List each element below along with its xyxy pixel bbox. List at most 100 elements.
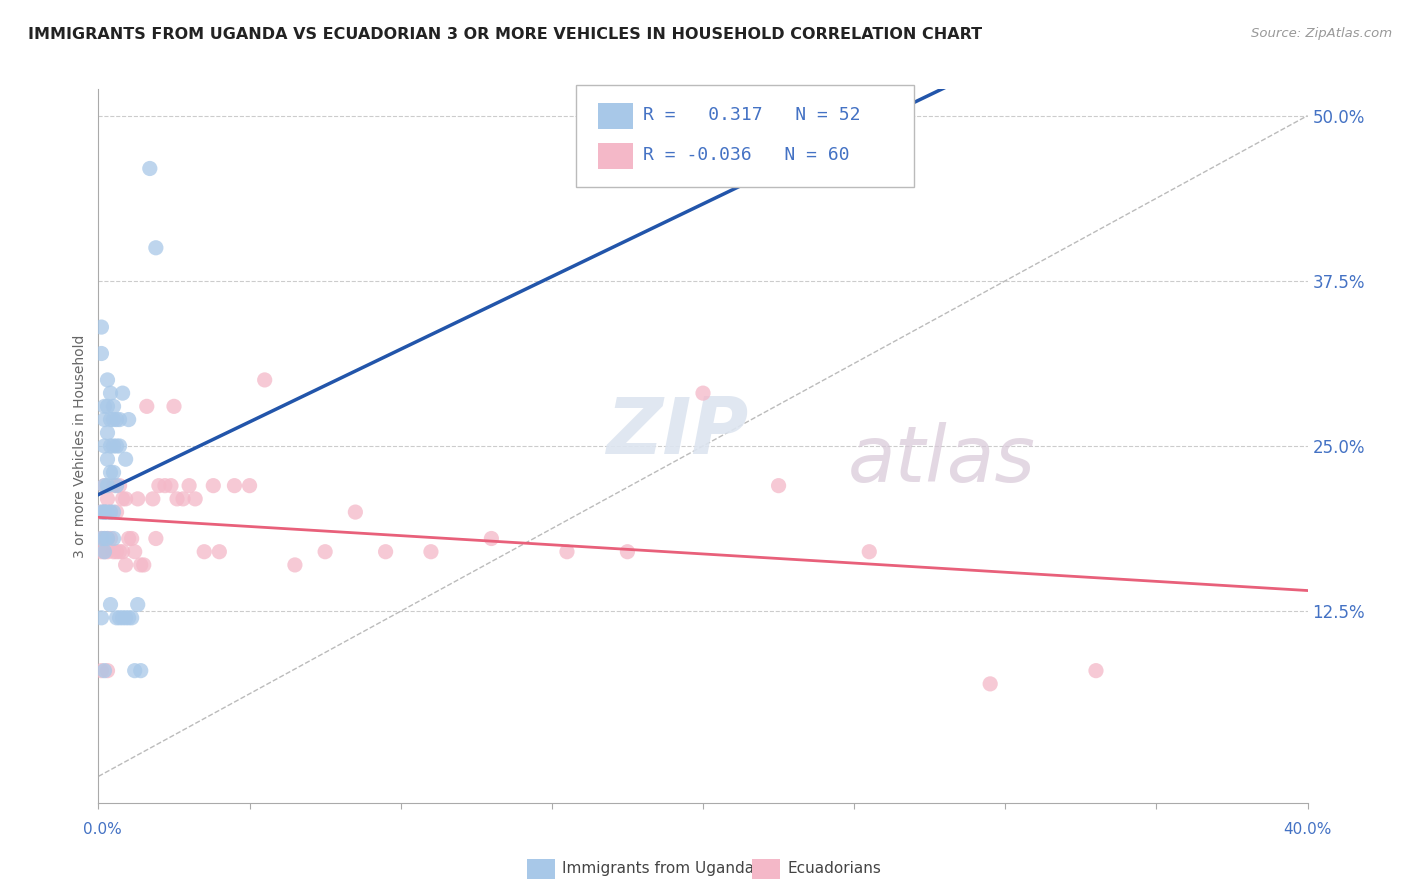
Point <box>118 611 141 625</box>
Point <box>108 611 131 625</box>
Point <box>90 545 112 559</box>
Point <box>103 545 125 559</box>
Point <box>103 478 125 492</box>
Point <box>93 532 115 546</box>
Point <box>105 545 128 559</box>
Y-axis label: 3 or more Vehicles in Household: 3 or more Vehicles in Household <box>73 334 87 558</box>
Point <box>166 491 188 506</box>
Point <box>114 452 136 467</box>
Text: R = -0.036   N = 60: R = -0.036 N = 60 <box>643 146 849 164</box>
Point <box>93 412 115 426</box>
Point <box>118 532 141 546</box>
Point <box>105 478 128 492</box>
Point <box>100 386 122 401</box>
Point <box>111 611 134 625</box>
Point <box>96 505 118 519</box>
Point <box>100 412 122 426</box>
Point <box>555 545 578 559</box>
Point <box>153 478 176 492</box>
Point <box>93 505 115 519</box>
Point <box>93 545 115 559</box>
Point <box>858 545 880 559</box>
Text: Ecuadorians: Ecuadorians <box>787 862 882 876</box>
Point <box>90 505 112 519</box>
Point <box>145 532 167 546</box>
Point <box>103 505 125 519</box>
Point <box>103 412 125 426</box>
Point <box>90 346 112 360</box>
Point <box>93 439 115 453</box>
Point <box>103 466 125 480</box>
Point <box>179 478 201 492</box>
Point <box>118 412 141 426</box>
Point <box>93 478 115 492</box>
Point <box>93 545 115 559</box>
Point <box>103 400 125 414</box>
Point <box>96 491 118 506</box>
Point <box>103 439 125 453</box>
Point <box>344 505 367 519</box>
Point <box>239 478 262 492</box>
Point <box>129 558 152 572</box>
Text: atlas: atlas <box>848 422 1036 499</box>
Point <box>108 478 131 492</box>
Point <box>93 664 115 678</box>
Point <box>172 491 194 506</box>
Point <box>93 532 115 546</box>
Point <box>96 478 118 492</box>
Text: 0.0%: 0.0% <box>83 822 122 837</box>
Point <box>111 491 134 506</box>
Point <box>114 558 136 572</box>
Point <box>100 505 122 519</box>
Point <box>616 545 638 559</box>
Point <box>90 611 112 625</box>
Point <box>139 161 162 176</box>
Point <box>127 598 149 612</box>
Point <box>93 505 115 519</box>
Point <box>96 373 118 387</box>
Point <box>145 241 167 255</box>
Point <box>90 320 112 334</box>
Text: Immigrants from Uganda: Immigrants from Uganda <box>562 862 755 876</box>
Point <box>105 505 128 519</box>
Point <box>184 491 207 506</box>
Point <box>90 505 112 519</box>
Point <box>93 400 115 414</box>
Point <box>96 545 118 559</box>
Point <box>93 505 115 519</box>
Point <box>127 491 149 506</box>
Point <box>1085 664 1108 678</box>
Point <box>114 611 136 625</box>
Point <box>132 558 155 572</box>
Point <box>121 532 143 546</box>
Point <box>124 664 146 678</box>
Text: R =   0.317   N = 52: R = 0.317 N = 52 <box>643 106 860 124</box>
Point <box>163 400 186 414</box>
Point <box>105 439 128 453</box>
Point <box>108 412 131 426</box>
Point <box>148 478 170 492</box>
Point <box>100 598 122 612</box>
Point <box>100 439 122 453</box>
Point <box>96 532 118 546</box>
Point <box>90 532 112 546</box>
Text: ZIP: ZIP <box>606 393 748 470</box>
Point <box>96 532 118 546</box>
Point <box>105 611 128 625</box>
Point <box>979 677 1001 691</box>
Point <box>768 478 790 492</box>
Point <box>108 439 131 453</box>
Point <box>193 545 215 559</box>
Point <box>284 558 307 572</box>
Point <box>96 400 118 414</box>
Text: 40.0%: 40.0% <box>1284 822 1331 837</box>
Point <box>114 491 136 506</box>
Point <box>93 478 115 492</box>
Point <box>96 452 118 467</box>
Point <box>314 545 336 559</box>
Point <box>160 478 183 492</box>
Text: IMMIGRANTS FROM UGANDA VS ECUADORIAN 3 OR MORE VEHICLES IN HOUSEHOLD CORRELATION: IMMIGRANTS FROM UGANDA VS ECUADORIAN 3 O… <box>28 27 983 42</box>
Point <box>142 491 165 506</box>
Point <box>90 664 112 678</box>
Point <box>208 545 231 559</box>
